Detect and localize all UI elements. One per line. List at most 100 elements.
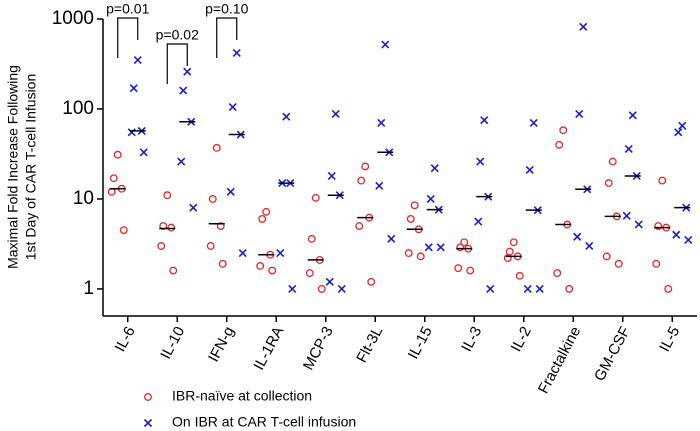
data-point — [232, 48, 241, 57]
data-point — [634, 220, 643, 229]
data-point — [325, 277, 334, 286]
data-point — [505, 247, 514, 256]
data-point — [608, 157, 617, 166]
data-point — [375, 181, 384, 190]
x-tick-label: IL-2 — [508, 324, 535, 355]
data-point — [565, 284, 574, 293]
data-point — [129, 84, 138, 93]
data-point — [672, 230, 681, 239]
data-point — [523, 284, 532, 293]
data-point — [262, 207, 271, 216]
x-tick-label: Flt-3L — [353, 324, 386, 366]
data-point — [183, 67, 192, 76]
data-point — [212, 143, 221, 152]
data-point — [216, 222, 225, 230]
y-axis-label: 1st Day of CAR T-cell Infusion — [23, 74, 39, 260]
legend-label: IBR-naïve at collection — [172, 388, 312, 404]
significance-bracket — [117, 17, 139, 58]
data-point — [179, 86, 188, 95]
data-point — [228, 102, 237, 112]
data-point — [119, 226, 128, 235]
data-point — [509, 238, 518, 247]
data-point — [426, 194, 435, 204]
data-point — [460, 238, 469, 247]
data-point — [575, 109, 584, 119]
data-point — [604, 179, 613, 188]
data-point — [486, 284, 495, 293]
x-tick-label: IL-5 — [656, 324, 683, 355]
p-value: p=0.02 — [156, 27, 199, 43]
y-tick-label: 100 — [62, 98, 94, 119]
data-point — [480, 116, 489, 125]
x-tick-label: IL-6 — [112, 324, 139, 355]
data-point — [529, 118, 538, 127]
data-point — [258, 214, 267, 223]
data-point — [664, 284, 673, 293]
data-point — [553, 269, 562, 278]
data-point — [288, 284, 297, 293]
data-point — [579, 22, 588, 31]
data-point — [305, 269, 314, 278]
y-tick-label: 1000 — [52, 8, 94, 29]
data-point — [525, 165, 534, 175]
data-point — [406, 214, 415, 223]
data-point — [674, 128, 683, 137]
data-point — [206, 242, 215, 250]
y-tick-label: 10 — [73, 188, 94, 209]
x-tick-label: IL-1RA — [250, 324, 287, 373]
data-point — [456, 243, 465, 252]
x-tick-label: IL-10 — [157, 324, 188, 362]
data-point — [535, 284, 544, 293]
data-point — [133, 55, 142, 65]
data-point — [357, 176, 366, 185]
data-point — [622, 211, 631, 220]
x-tick-label: Fractalkine — [535, 324, 584, 397]
data-point — [337, 284, 346, 293]
data-point — [331, 109, 340, 119]
data-point — [503, 254, 512, 263]
data-point — [416, 252, 425, 261]
data-point — [654, 222, 663, 230]
data-point — [377, 118, 386, 127]
data-point — [454, 264, 463, 273]
data-point — [139, 148, 148, 157]
data-point — [678, 121, 687, 130]
significance-bracket — [216, 17, 238, 58]
data-point — [163, 191, 172, 200]
data-point — [387, 234, 396, 243]
data-point — [167, 223, 176, 232]
data-point — [466, 266, 475, 275]
data-point — [381, 40, 390, 49]
data-point — [476, 157, 485, 166]
data-point — [107, 187, 116, 196]
data-point — [602, 252, 611, 261]
data-point — [585, 241, 594, 251]
data-point — [410, 201, 419, 210]
data-point — [430, 164, 439, 173]
data-point — [624, 144, 633, 153]
data-point — [652, 259, 661, 268]
data-point — [157, 242, 166, 250]
data-point — [474, 217, 483, 226]
data-point — [424, 243, 433, 252]
data-point — [127, 128, 136, 137]
data-point — [628, 111, 637, 120]
data-point — [238, 249, 247, 258]
data-point — [208, 194, 217, 203]
data-point — [109, 174, 118, 183]
data-point — [404, 249, 413, 258]
data-point — [276, 249, 285, 258]
data-point — [573, 232, 582, 241]
data-point — [355, 222, 364, 230]
y-tick-label: 1 — [83, 278, 94, 299]
data-point — [367, 277, 376, 286]
data-point — [159, 222, 168, 230]
data-point — [169, 266, 178, 275]
data-point — [614, 259, 623, 268]
data-point — [268, 266, 277, 275]
data-point — [361, 162, 370, 171]
data-point — [436, 243, 445, 252]
p-value: p=0.10 — [205, 1, 248, 17]
x-tick-label: GM-CSF — [591, 324, 634, 384]
data-point — [226, 187, 235, 196]
